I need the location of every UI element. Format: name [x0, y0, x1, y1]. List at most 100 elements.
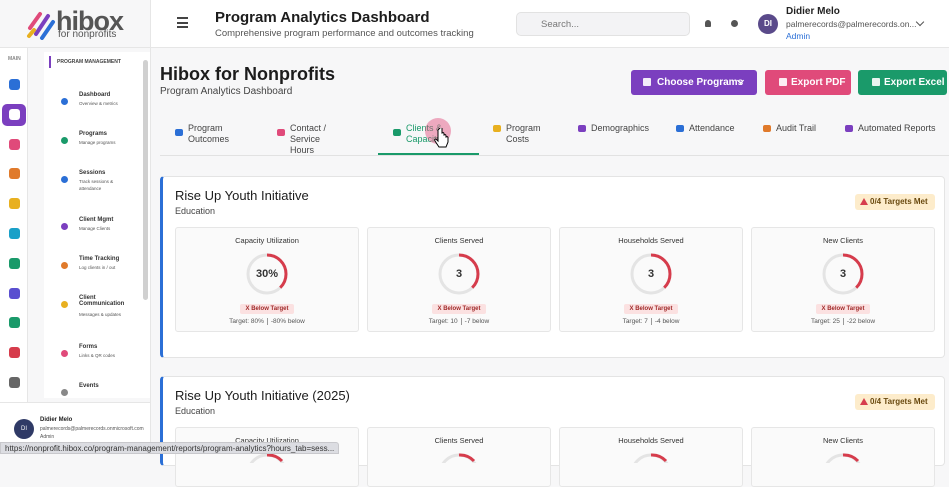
metric-label: Households Served: [618, 436, 684, 445]
target-line: Target: 7 -4 below: [560, 318, 742, 325]
badge-label: 0/4 Targets Met: [870, 397, 928, 406]
target: Target: 10: [428, 318, 458, 325]
tab-icon: [493, 125, 501, 132]
logo-mark: [26, 10, 56, 40]
tab[interactable]: Contact / Service Hours: [277, 121, 381, 155]
bell-icon[interactable]: [705, 20, 711, 27]
target-gap: -4 below: [654, 318, 680, 325]
tab[interactable]: Automated Reports: [845, 121, 949, 155]
tab-label: Program Outcomes: [188, 123, 230, 144]
metric-label: Capacity Utilization: [235, 236, 299, 245]
status-pill: X Below Target: [240, 304, 294, 314]
nav-item[interactable]: Forms Links & QR codes: [52, 344, 140, 374]
rail-icon: [9, 168, 20, 180]
targets-badge: 0/4 Targets Met: [855, 194, 935, 210]
rail-icon: [9, 138, 20, 150]
button-label: Export PDF: [791, 77, 846, 88]
nav-desc: Manage Clients: [79, 226, 111, 231]
gauge: [822, 253, 864, 295]
tab[interactable]: Program Outcomes: [175, 121, 259, 155]
separator: [266, 318, 268, 325]
sidebar-divider: [0, 47, 150, 48]
nav-item[interactable]: Client Mgmt Manage Clients: [52, 217, 140, 247]
gauge: [441, 453, 477, 463]
rail-icon: [9, 317, 20, 329]
nav-title: Sessions: [79, 170, 106, 176]
tab-icon: [393, 129, 401, 136]
nav-icon: [61, 98, 68, 105]
tab[interactable]: Demographics: [578, 121, 672, 155]
scrollbar: [143, 60, 148, 300]
action-button[interactable]: Export Excel: [858, 70, 947, 95]
tab-label: Audit Trail: [776, 123, 817, 133]
gauge: [630, 253, 672, 295]
action-button[interactable]: Export PDF: [765, 70, 851, 95]
search-box[interactable]: Search...: [516, 12, 690, 36]
nav-item[interactable]: Client Communication Messages & updates: [52, 295, 140, 325]
header-subtitle: Comprehensive program performance and ou…: [215, 28, 474, 39]
nav-title: Forms: [79, 344, 98, 350]
gauge-arc: [438, 253, 480, 295]
settings-icon[interactable]: [731, 20, 738, 27]
user-email: palmerecords@palmerecords.onmicrosoft.co…: [40, 426, 144, 432]
separator: [650, 318, 652, 325]
logo-icon: [27, 12, 55, 40]
header-user-email: palmerecords@palmerecords.on...: [786, 19, 917, 29]
target: Target: 7: [622, 318, 648, 325]
button-icon: [872, 78, 880, 86]
nav-item[interactable]: Programs Manage programs: [52, 131, 140, 161]
group-marker: [49, 56, 51, 68]
nav-icon: [61, 350, 68, 357]
metric-value: 30%: [255, 268, 279, 280]
gauge: [438, 253, 480, 295]
page-subtitle: Program Analytics Dashboard: [160, 86, 293, 97]
header-avatar[interactable]: DI: [758, 14, 778, 34]
nav-title: Client Mgmt: [79, 217, 114, 223]
gauge: [825, 453, 861, 463]
rail-icon: [9, 287, 20, 299]
metric-card: Capacity Utilization 30% X Below Target Tar…: [175, 227, 359, 332]
tabs-line: [160, 155, 949, 156]
target-gap: -7 below: [464, 318, 490, 325]
metric-card: Households Served: [559, 427, 743, 487]
nav-icon: [61, 301, 68, 308]
target-gap: -80% below: [270, 318, 305, 325]
action-button[interactable]: Choose Programs: [631, 70, 757, 95]
menu-button[interactable]: [177, 17, 188, 28]
logo-tagline: for nonprofits: [58, 29, 117, 40]
status-pill: X Below Target: [624, 304, 678, 314]
nav-title: Dashboard: [79, 92, 111, 98]
warning-icon: [860, 198, 868, 205]
target-line: Target: 10 -7 below: [368, 318, 550, 325]
nav-title: Time Tracking: [79, 256, 120, 262]
tab[interactable]: Audit Trail: [763, 121, 842, 155]
metric-label: New Clients: [822, 236, 863, 245]
nav-item[interactable]: Sessions Track sessions & attendance: [52, 170, 140, 200]
header-user-role: Admin: [786, 31, 811, 41]
rail-icon: [9, 347, 20, 359]
metric-value: 3: [647, 268, 655, 280]
nav-item[interactable]: Time Tracking Log clients in / out: [52, 256, 140, 286]
nav-icon: [61, 262, 68, 269]
rail-icon: [9, 198, 20, 210]
nav-desc: Log clients in / out: [79, 265, 116, 270]
tab-label: Automated Reports: [858, 123, 936, 133]
metric-card: Clients Served: [367, 427, 551, 487]
metric-label: Capacity Utilization: [235, 436, 299, 445]
button-icon: [779, 78, 787, 86]
tab[interactable]: Program Costs: [493, 121, 567, 155]
tab[interactable]: Clients & Capacity: [393, 121, 467, 155]
status-label: X Below Target: [245, 305, 289, 312]
tab[interactable]: Attendance: [676, 121, 760, 155]
tab-icon: [845, 125, 853, 132]
nav-item[interactable]: Events: [52, 383, 140, 413]
button-icon: [643, 78, 651, 86]
metric-card: Households Served 3 X Below Target Target: …: [559, 227, 743, 332]
button-label: Choose Programs: [657, 77, 744, 88]
tab-underline: [378, 153, 479, 155]
group-label: PROGRAM MANAGEMENT: [57, 59, 121, 65]
nav-item[interactable]: Dashboard Overview & metrics: [52, 92, 140, 122]
separator: [842, 318, 844, 325]
program-name: Rise Up Youth Initiative (2025): [175, 388, 350, 403]
nav-icon: [61, 389, 68, 396]
